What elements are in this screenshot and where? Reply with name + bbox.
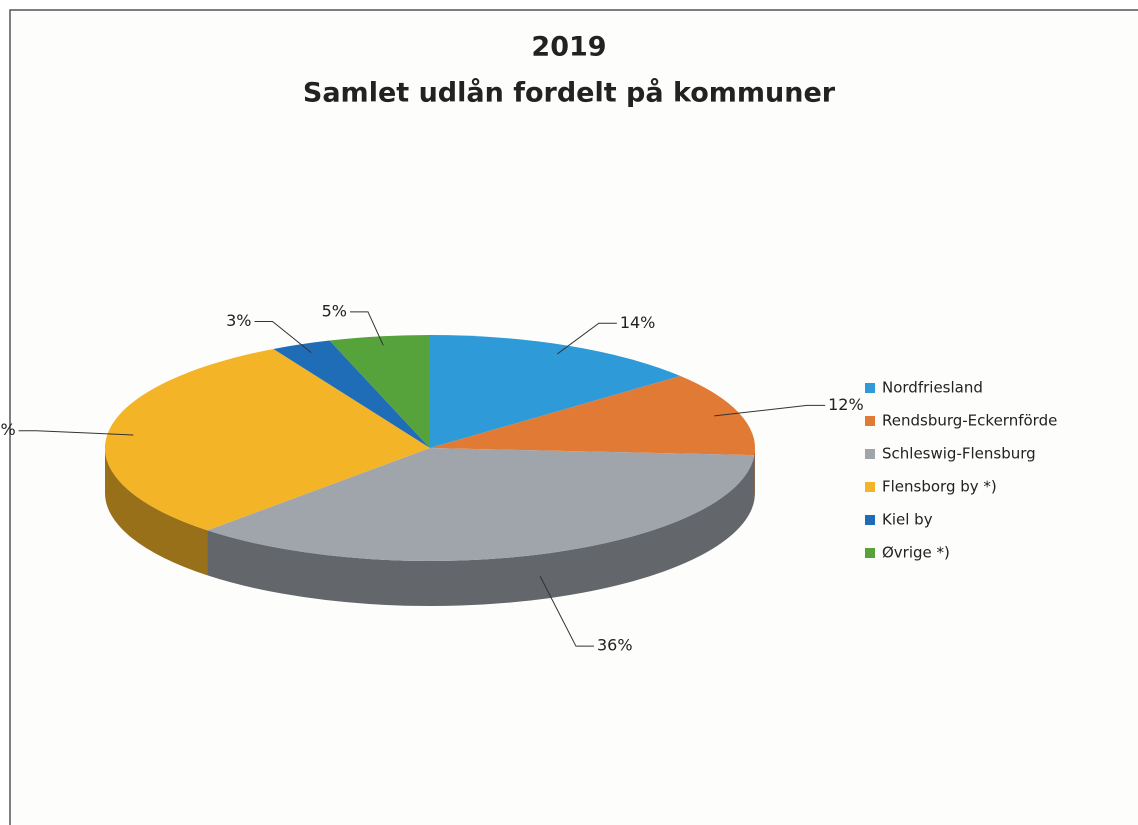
leader-line — [539, 575, 594, 647]
data-label: 3% — [226, 311, 251, 330]
slice-side — [207, 455, 755, 607]
slice-side — [754, 448, 755, 501]
leader-line — [557, 322, 617, 355]
slice — [430, 375, 755, 456]
slice-side — [105, 448, 208, 576]
legend-swatch — [865, 449, 875, 459]
chart-title: 2019 — [531, 32, 606, 63]
data-label: 36% — [597, 636, 633, 655]
legend-label: Kiel by — [882, 511, 933, 529]
data-label: 5% — [322, 301, 347, 320]
data-label: 14% — [620, 313, 656, 332]
leader-line — [714, 404, 826, 417]
leader-line — [18, 430, 134, 436]
legend-label: Schleswig-Flensburg — [882, 445, 1036, 463]
legend-label: Flensborg by *) — [882, 478, 997, 496]
slice — [329, 335, 430, 448]
chart-title: Samlet udlån fordelt på kommuner — [303, 77, 836, 109]
slice — [430, 335, 681, 448]
legend-swatch — [865, 383, 875, 393]
leader-line — [349, 311, 384, 346]
data-label: 30% — [0, 420, 16, 439]
legend-swatch — [865, 482, 875, 492]
legend-swatch — [865, 548, 875, 558]
slice — [273, 340, 430, 448]
legend-label: Nordfriesland — [882, 379, 983, 397]
slice — [207, 448, 755, 561]
legend-swatch — [865, 416, 875, 426]
data-label: 12% — [828, 395, 864, 414]
legend-label: Øvrige *) — [882, 544, 950, 562]
legend-swatch — [865, 515, 875, 525]
legend-label: Rendsburg-Eckernförde — [882, 412, 1057, 430]
slice — [104, 348, 431, 531]
leader-line — [254, 320, 312, 353]
